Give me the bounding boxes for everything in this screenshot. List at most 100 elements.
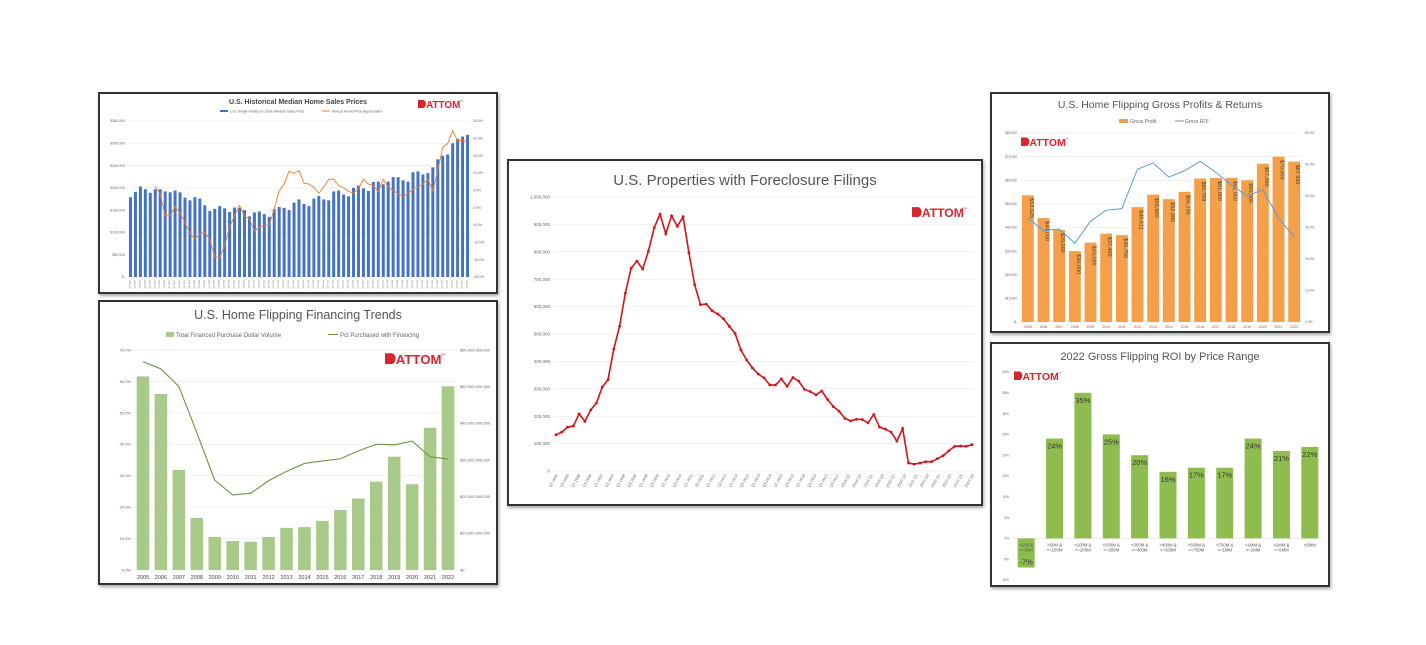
left-axis-tick-label: $- (1014, 320, 1017, 324)
roi-bar (1159, 471, 1177, 539)
price-bar (327, 200, 331, 277)
foreclosure-point (756, 372, 760, 376)
gross-profit-bar (1225, 177, 1238, 322)
foreclosure-point (964, 444, 968, 448)
x-axis-tick-label: Q4 2007 (184, 279, 186, 288)
roi-bar (1301, 446, 1319, 539)
left-axis-tick-label: 200,000 (534, 414, 551, 419)
price-bar (267, 216, 271, 277)
left-axis-tick-label: 0 (547, 469, 550, 474)
roi-bar (1046, 438, 1064, 539)
foreclosure-point (941, 454, 945, 458)
price-bar (446, 154, 450, 277)
foreclosure-point (907, 461, 910, 465)
left-axis-tick-label: 60.0% (120, 379, 132, 384)
price-bar (456, 138, 460, 277)
appreciation-point (397, 193, 399, 194)
appreciation-point (437, 170, 439, 171)
roi-bar (1216, 467, 1234, 539)
x-axis-tick-label: Q2 2019 (412, 279, 414, 288)
foreclosure-point (895, 439, 899, 443)
appreciation-point (254, 230, 255, 232)
x-axis-tick-label: Q2 2013 (293, 279, 295, 288)
x-axis-tick-label: 2011 (1118, 325, 1126, 329)
attom-logo-tm: ™ (440, 353, 445, 359)
gross-profit-data-label: $37,400 (1106, 237, 1112, 257)
appreciation-point (323, 186, 325, 188)
appreciation-point (402, 196, 404, 197)
x-axis-tick-label: 2018 Q3 (852, 474, 863, 489)
right-axis-tick-label: 50.0% (1305, 163, 1314, 167)
x-axis-tick-label: Q1 2018 (387, 279, 389, 288)
left-axis-tick-label: 1,000,000 (530, 195, 551, 200)
gross-profit-bar (1131, 207, 1144, 322)
x-axis-tick-label: 2011 (245, 575, 257, 581)
x-axis-tick-label: Q1 2008 (189, 279, 191, 288)
x-axis-tick-label: Q1 2013 (728, 474, 739, 489)
foreclosure-filings-svg: U.S. Properties with Foreclosure Filings… (530, 172, 975, 489)
roi-bar (1074, 392, 1092, 539)
attom-logo-text: ATTOM (922, 206, 964, 220)
attom-logo-icon (418, 99, 426, 108)
volume-bar (244, 541, 257, 570)
price-bar (188, 200, 192, 277)
appreciation-point (452, 130, 453, 132)
foreclosure-point (924, 460, 928, 464)
foreclosure-point (970, 443, 974, 447)
x-axis-tick-label: Q1 2010 (229, 279, 231, 288)
volume-bar (316, 520, 329, 570)
x-axis-tick-label: Q3 2009 (219, 279, 221, 288)
appreciation-point (353, 192, 354, 194)
gross-profit-data-label: $53,900 (1153, 198, 1159, 218)
roi-bar (1272, 451, 1290, 539)
volume-bar (369, 481, 383, 570)
appreciation-line (154, 129, 468, 259)
chart-title: U.S. Properties with Foreclosure Filings (613, 172, 876, 189)
appreciation-point (278, 190, 280, 191)
price-bar (386, 181, 390, 277)
left-axis-tick-label: 300,000 (534, 386, 551, 391)
x-axis-tick-label: <=50M (1019, 547, 1033, 552)
left-axis-tick-label: 20% (1002, 453, 1009, 457)
appreciation-point (328, 178, 330, 180)
appreciation-point (174, 206, 176, 207)
appreciation-point (283, 183, 285, 185)
x-axis-tick-label: >1MM & (1245, 542, 1261, 547)
gross-profit-data-label: $52,000 (1169, 202, 1175, 222)
x-axis-tick-label: Q3 2021 (457, 279, 459, 288)
gross-roi-line (1027, 160, 1295, 244)
x-axis-tick-label: Q4 2010 (243, 279, 245, 288)
x-axis-tick-label: 2019 Q1 (863, 474, 874, 489)
x-axis-tick-label: Q4 2020 (442, 279, 444, 288)
price-bar (238, 207, 242, 277)
appreciation-point (338, 185, 339, 186)
left-axis-tick-label: $- (122, 275, 126, 279)
attom-logo-icon (1014, 371, 1023, 380)
price-bar (332, 191, 336, 277)
price-bar (406, 181, 410, 277)
x-axis-tick-label: 2006 (1040, 325, 1048, 329)
price-bar (272, 209, 276, 277)
right-axis-tick-label: 15.0% (473, 154, 483, 158)
appreciation-point (382, 178, 384, 180)
foreclosure-point (797, 379, 801, 383)
appreciation-point (427, 178, 429, 180)
appreciation-point (234, 215, 235, 216)
right-axis-tick-label: 60.0% (1305, 131, 1314, 135)
roi-bar (1131, 455, 1149, 539)
x-axis-tick-label: Q1 2007 (593, 474, 604, 489)
appreciation-point (392, 190, 394, 191)
x-axis-tick-label: <=5MM (1274, 547, 1289, 552)
x-axis-tick-label: 2023 Q1 (953, 474, 964, 489)
appreciation-point (273, 208, 275, 210)
x-axis-tick-label: Q2 2014 (313, 279, 315, 288)
x-axis-tick-label: 2012 (1134, 325, 1142, 329)
x-axis-tick-label: 2020 Q3 (897, 474, 908, 489)
x-axis-tick-label: Q1 2011 (683, 474, 694, 488)
x-axis-tick-label: <=1MM (1217, 547, 1232, 552)
x-axis-tick-label: Q1 2017 (367, 279, 369, 288)
left-axis-tick-label: $60,000 (1005, 178, 1017, 182)
gross-profit-bar (1241, 180, 1254, 322)
